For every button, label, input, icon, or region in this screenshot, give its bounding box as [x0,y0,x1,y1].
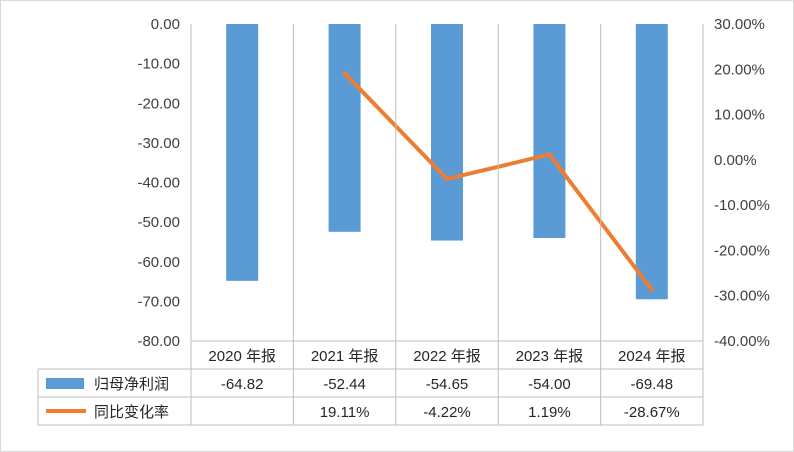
change-rate-cell: 1.19% [528,404,571,421]
bar-series-name: 归母净利润 [94,376,169,393]
bar-legend-key [46,378,84,389]
right-axis-tick-label: 10.00% [714,107,765,124]
bar-value-cell: -54.65 [426,376,469,393]
right-axis-tick-label: -30.00% [714,288,770,305]
right-axis-tick-label: 30.00% [714,16,765,33]
change-rate-point-2 [342,71,347,76]
bar-value-cell: -54.00 [528,376,571,393]
right-axis-tick-label: -10.00% [714,197,770,214]
left-axis-tick-label: -30.00 [137,135,180,152]
left-axis-tick-label: 0.00 [151,16,180,33]
left-axis-tick-label: -50.00 [137,214,180,231]
bar-4 [533,24,566,238]
change-rate-point-3 [445,176,449,181]
bar-2 [328,24,361,232]
left-axis-tick-label: -20.00 [137,95,180,112]
bar-3 [431,24,463,241]
change-rate-point-5 [649,287,654,292]
change-rate-cell: -28.67% [624,404,680,421]
left-axis-tick-label: -70.00 [137,293,180,310]
change-rate-point-4 [547,152,552,157]
change-rate-cell: -4.22% [423,404,471,421]
left-axis-tick-label: -40.00 [137,175,180,192]
right-axis-tick-label: 20.00% [714,61,765,78]
left-axis-tick-label: -80.00 [137,333,180,350]
category-label: 2021 年报 [311,348,379,365]
left-axis-tick-label: -10.00 [137,56,180,73]
bar-value-cell: -52.44 [323,376,366,393]
bar-1 [226,24,259,281]
left-axis-tick-label: -60.00 [137,254,180,271]
right-axis-tick-label: -20.00% [714,242,770,259]
right-axis-tick-label: 0.00% [714,152,757,169]
category-label: 2024 年报 [618,348,686,365]
right-axis-tick-label: -40.00% [714,333,770,350]
bar-value-cell: -69.48 [631,376,674,393]
category-label: 2023 年报 [516,348,584,365]
category-label: 2020 年报 [208,348,276,365]
bar-value-cell: -64.82 [221,376,264,393]
bar-5 [635,24,668,300]
change-rate-cell: 19.11% [320,404,370,421]
line-series-name: 同比变化率 [94,404,169,421]
category-label: 2022 年报 [413,348,481,365]
